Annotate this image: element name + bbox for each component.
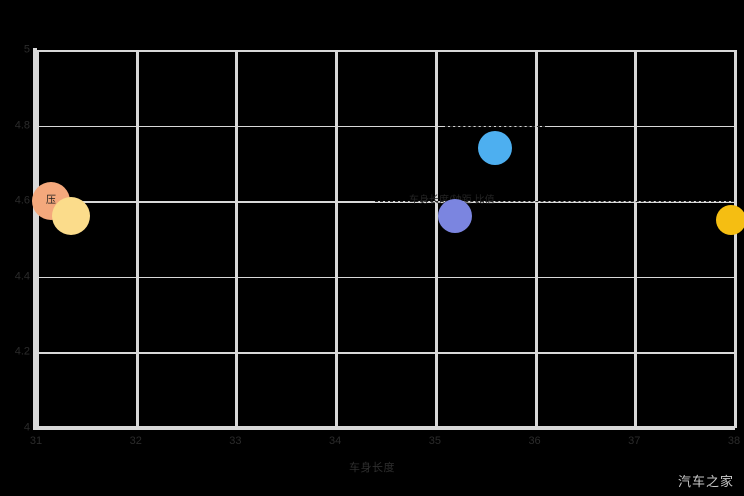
x-tick-label: 36 bbox=[528, 435, 541, 447]
gridline-horizontal bbox=[36, 50, 734, 52]
gridline-horizontal bbox=[36, 125, 734, 128]
gridline-vertical bbox=[235, 50, 239, 428]
y-tick-label: 5 bbox=[23, 43, 30, 56]
x-tick-label: 35 bbox=[428, 435, 441, 447]
x-axis-title: 车身长度 bbox=[349, 462, 395, 474]
x-tick-label: 37 bbox=[628, 435, 641, 447]
y-tick-label: 4.8 bbox=[14, 119, 30, 132]
gridline-vertical bbox=[434, 50, 438, 428]
x-tick-label: 33 bbox=[229, 435, 242, 447]
x-tick-label: 34 bbox=[329, 435, 342, 447]
gridline-vertical bbox=[335, 50, 339, 428]
y-tick-label: 4.6 bbox=[14, 194, 30, 207]
annotation-guide-line bbox=[444, 125, 545, 127]
watermark: 汽车之家 bbox=[677, 474, 734, 489]
y-axis-line bbox=[33, 48, 37, 430]
gridline-vertical bbox=[634, 50, 638, 428]
y-tick-label: 4 bbox=[23, 421, 30, 434]
gridline-vertical bbox=[534, 50, 538, 428]
x-tick-label: 32 bbox=[129, 435, 142, 447]
gridline-vertical bbox=[135, 50, 139, 428]
x-tick-label: 38 bbox=[727, 435, 741, 447]
data-point[interactable] bbox=[477, 131, 512, 166]
gridline-horizontal bbox=[36, 352, 734, 354]
gridline-horizontal bbox=[36, 276, 734, 279]
data-point[interactable] bbox=[51, 197, 90, 236]
gridline-vertical bbox=[36, 50, 39, 428]
y-tick-label: 4.2 bbox=[14, 345, 30, 358]
x-tick-label: 31 bbox=[29, 435, 43, 447]
y-tick-label: 4.4 bbox=[14, 270, 30, 283]
annotation-guide-line bbox=[375, 201, 734, 203]
data-point[interactable] bbox=[437, 199, 472, 234]
data-point[interactable] bbox=[716, 205, 744, 236]
x-axis-line bbox=[33, 426, 735, 430]
gridline-vertical bbox=[734, 50, 737, 428]
plot-area bbox=[36, 50, 737, 430]
